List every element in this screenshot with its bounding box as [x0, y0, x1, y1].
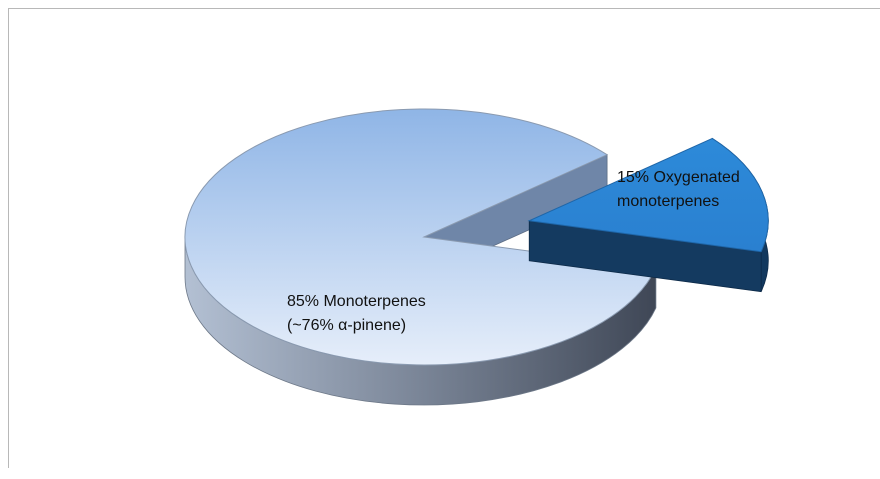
pie-slice-1-top — [527, 137, 769, 253]
pie-slice-1-label-line-0: 15% Oxygenated — [617, 169, 740, 186]
pie-slice-1-label-line-1: monoterpenes — [617, 193, 719, 210]
pie-slice-0-top — [184, 108, 657, 366]
chart-frame — [8, 8, 880, 468]
pie-slice-0-label-line-1: (~76% α-pinene) — [287, 317, 406, 334]
pie-slice-0-label-line-0: 85% Monoterpenes — [287, 293, 426, 310]
